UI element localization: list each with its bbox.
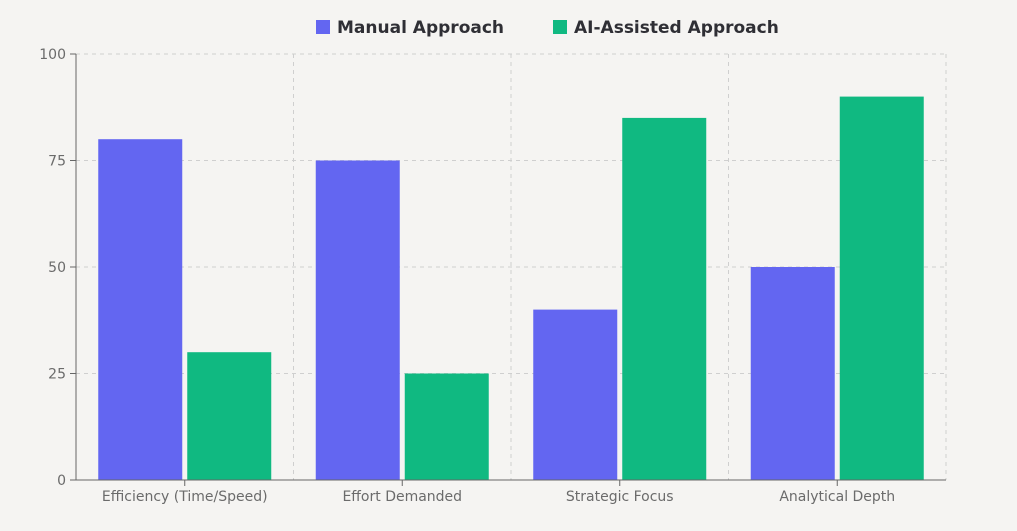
y-tick-label: 50: [48, 260, 66, 276]
y-tick-label: 100: [39, 47, 66, 63]
x-tick-label: Strategic Focus: [566, 489, 674, 505]
legend-label-manual: Manual Approach: [337, 18, 504, 38]
bar-manual-1: [98, 139, 183, 480]
bar-ai-assisted-2: [404, 373, 489, 480]
bar-manual-4: [750, 267, 835, 480]
bars: [98, 96, 924, 481]
x-tick-label: Analytical Depth: [779, 489, 895, 505]
y-tick-label: 0: [57, 473, 66, 489]
bar-ai-assisted-1: [187, 352, 272, 480]
legend: Manual Approach AI-Assisted Approach: [316, 18, 779, 38]
legend-swatch-ai-assisted: [553, 20, 567, 34]
axes: 0 25 50 75 100 Efficiency (Time/Speed) Effort …: [39, 47, 946, 505]
y-tick-label: 75: [48, 154, 66, 170]
bar-manual-2: [315, 160, 400, 480]
x-tick-label: Effort Demanded: [342, 489, 462, 505]
x-tick-label: Efficiency (Time/Speed): [102, 489, 268, 505]
bar-ai-assisted-3: [622, 117, 707, 481]
bar-manual-3: [533, 309, 618, 480]
grid: [76, 53, 947, 480]
bar-ai-assisted-4: [839, 96, 924, 480]
y-tick-label: 25: [48, 367, 66, 383]
legend-label-ai-assisted: AI-Assisted Approach: [574, 18, 779, 38]
legend-swatch-manual: [316, 20, 330, 34]
